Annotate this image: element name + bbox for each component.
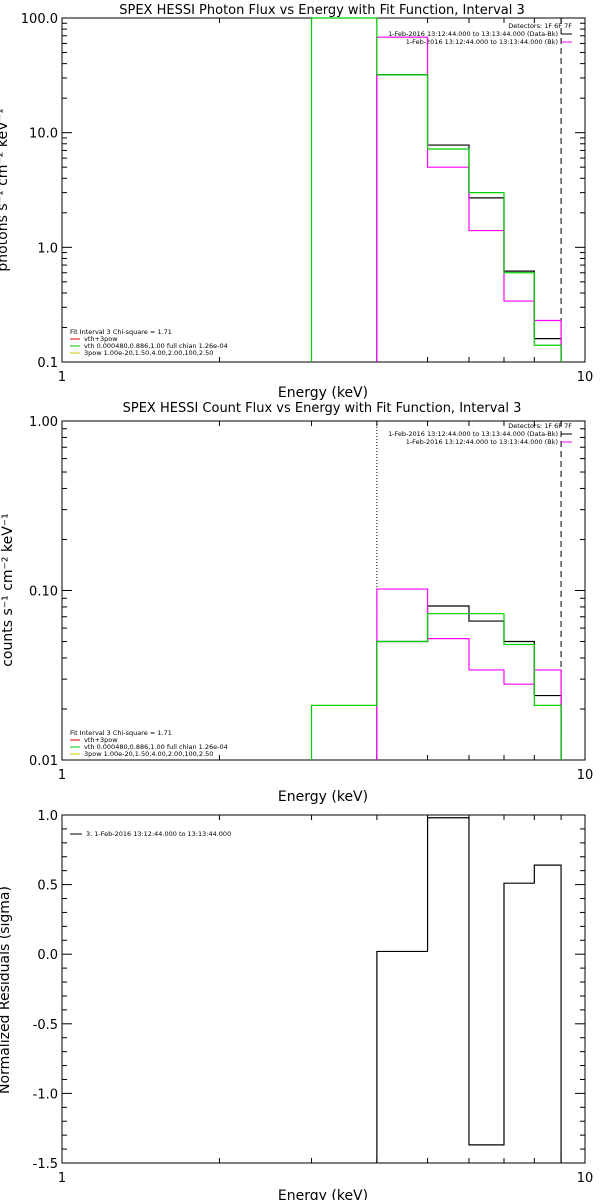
series-step-line <box>376 605 562 760</box>
residuals-legend: 3. 1-Feb-2016 13:12:44.000 to 13:13:44.0… <box>70 830 231 838</box>
x-tick-label: 10 <box>577 1171 594 1186</box>
count-flux-panel: SPEX HESSI Count Flux vs Energy with Fit… <box>0 401 593 805</box>
series-step-line <box>376 36 562 362</box>
y-tick-label: 0.10 <box>29 585 58 600</box>
series-step-line <box>310 613 562 760</box>
residuals-panel: Energy (keV) Normalized Residuals (sigma… <box>0 809 593 1200</box>
photon-flux-xlabel: Energy (keV) <box>278 385 368 401</box>
photon-flux-ylabel: photons s⁻¹ cm⁻² keV⁻¹ <box>0 108 11 271</box>
fit-info-line: 3pow 1.00e-20,1.50,4.00,2.00,100,2.50 <box>84 750 213 758</box>
residuals-ylabel: Normalized Residuals (sigma) <box>0 886 13 1094</box>
y-tick-label: -1.0 <box>33 1087 58 1102</box>
x-tick-label: 10 <box>577 768 594 783</box>
fit-info-line: 3pow 1.00e-20,1.50,4.00,2.00,100,2.50 <box>84 349 213 357</box>
legend-data-bk: 1-Feb-2016 13:12:44.000 to 13:13:44.000 … <box>388 430 558 438</box>
legend-detectors: Detectors: 1F 6F 7F <box>508 422 572 430</box>
y-tick-label: 1.0 <box>37 809 58 824</box>
count-flux-ylabel: counts s⁻¹ cm⁻² keV⁻¹ <box>0 513 16 667</box>
photon-flux-fit-info: Fit Interval 3 Chi-square = 1.71 vth+3po… <box>70 328 228 357</box>
series-step-line <box>376 588 562 760</box>
photon-flux-title: SPEX HESSI Photon Flux vs Energy with Fi… <box>119 3 525 18</box>
photon-flux-legend: Detectors: 1F 6F 7F 1-Feb-2016 13:12:44.… <box>388 22 572 46</box>
x-tick-label: 1 <box>58 1171 66 1186</box>
legend-detectors: Detectors: 1F 6F 7F <box>508 22 572 30</box>
fit-info-line: vth+3pow <box>84 736 118 744</box>
series-step-line <box>376 817 562 1163</box>
residuals-xlabel: Energy (keV) <box>278 1188 368 1200</box>
y-tick-label: 0.01 <box>29 754 58 769</box>
count-flux-xlabel: Energy (keV) <box>278 789 368 805</box>
y-tick-label: 1.00 <box>29 415 58 430</box>
count-flux-fit-info: Fit Interval 3 Chi-square = 1.71 vth+3po… <box>70 729 228 758</box>
y-tick-label: 0.1 <box>37 356 58 371</box>
x-tick-label: 1 <box>58 370 66 385</box>
y-tick-label: 0.5 <box>37 879 58 894</box>
y-tick-label: 1.0 <box>37 241 58 256</box>
y-tick-label: 100.0 <box>21 12 58 27</box>
fit-info-line: Fit Interval 3 Chi-square = 1.71 <box>70 729 172 737</box>
photon-flux-panel: SPEX HESSI Photon Flux vs Energy with Fi… <box>0 3 593 401</box>
plot-frame <box>61 17 586 363</box>
fit-info-line: vth 0.000480,0.886,1.00 full chian 1.26e… <box>84 342 228 350</box>
plot-frame <box>61 420 586 761</box>
residuals-legend-label: 3. 1-Feb-2016 13:12:44.000 to 13:13:44.0… <box>86 830 231 838</box>
legend-data-bk: 1-Feb-2016 13:12:44.000 to 13:13:44.000 … <box>388 30 558 38</box>
x-tick-label: 10 <box>577 370 594 385</box>
plot-frame <box>61 814 586 1164</box>
x-tick-label: 1 <box>58 768 66 783</box>
count-flux-title: SPEX HESSI Count Flux vs Energy with Fit… <box>123 401 522 416</box>
y-tick-label: 10.0 <box>29 127 58 142</box>
y-tick-label: 0.0 <box>37 948 58 963</box>
count-flux-legend: Detectors: 1F 6F 7F 1-Feb-2016 13:12:44.… <box>388 422 572 446</box>
legend-bk: 1-Feb-2016 13:12:44.000 to 13:13:44.000 … <box>406 438 558 446</box>
fit-info-line: vth+3pow <box>84 335 118 343</box>
fit-info-line: vth 0.000480,0.886,1.00 full chian 1.26e… <box>84 743 228 751</box>
y-tick-label: -0.5 <box>33 1018 58 1033</box>
y-tick-label: -1.5 <box>33 1157 58 1172</box>
legend-bk: 1-Feb-2016 13:12:44.000 to 13:13:44.000 … <box>406 38 558 46</box>
series-step-line <box>310 17 562 362</box>
fit-info-line: Fit Interval 3 Chi-square = 1.71 <box>70 328 172 336</box>
